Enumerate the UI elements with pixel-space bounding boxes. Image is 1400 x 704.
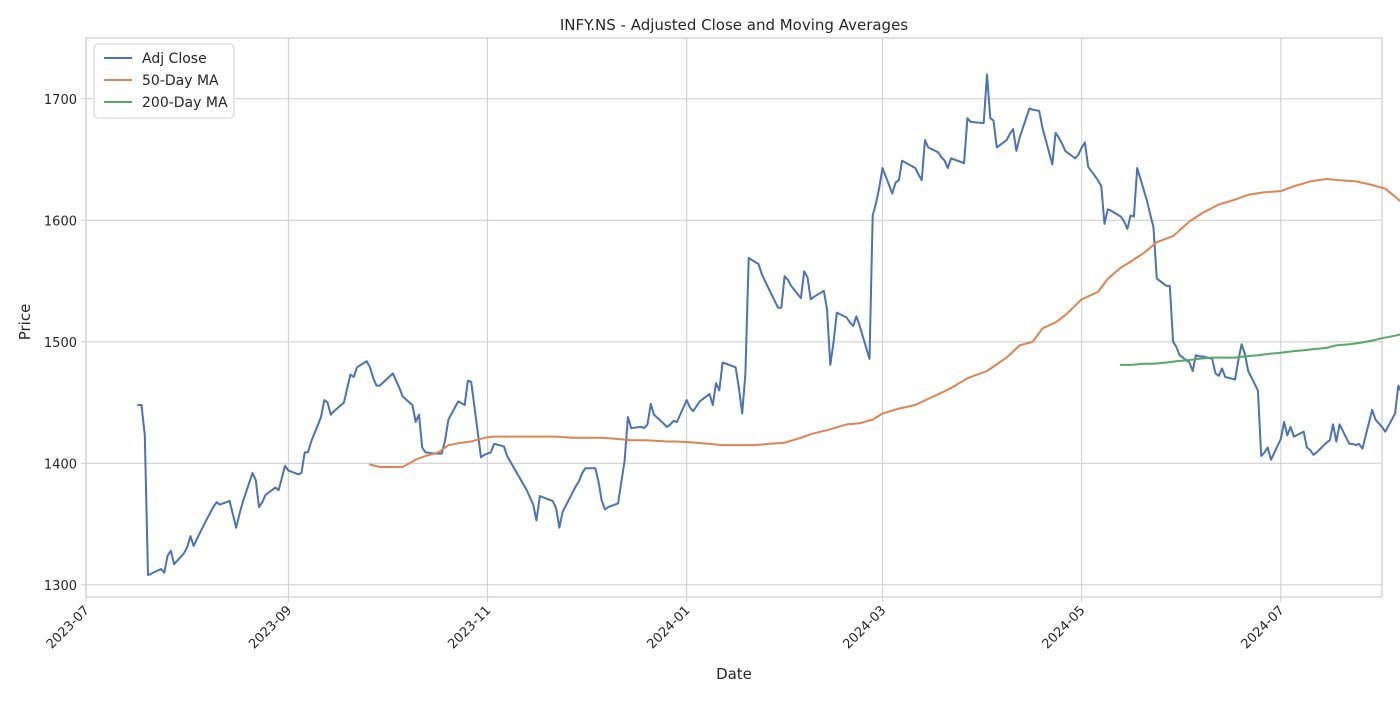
- x-axis-label: Date: [716, 665, 752, 683]
- y-tick-label: 1600: [44, 214, 77, 229]
- series-line-200-day-ma: [1119, 333, 1400, 366]
- y-tick-label: 1700: [44, 93, 77, 108]
- series-line-50-day-ma: [369, 178, 1400, 468]
- grid-layer: [85, 38, 1382, 597]
- y-axis-label: Price: [16, 304, 34, 341]
- y-tick-label: 1400: [44, 457, 77, 472]
- chart-title: INFY.NS - Adjusted Close and Moving Aver…: [560, 16, 908, 34]
- legend-label: 200-Day MA: [142, 95, 228, 111]
- series-line-adj-close: [137, 73, 1400, 577]
- y-tick-label: 1500: [44, 336, 77, 351]
- y-tick-label: 1300: [44, 579, 77, 594]
- legend: Adj Close 50-Day MA 200-Day MA: [93, 43, 235, 119]
- plot-frame: [85, 37, 1383, 598]
- legend-box: [93, 43, 235, 119]
- series-layer: [137, 73, 1400, 577]
- legend-label: Adj Close: [142, 51, 207, 67]
- legend-label: 50-Day MA: [142, 73, 219, 89]
